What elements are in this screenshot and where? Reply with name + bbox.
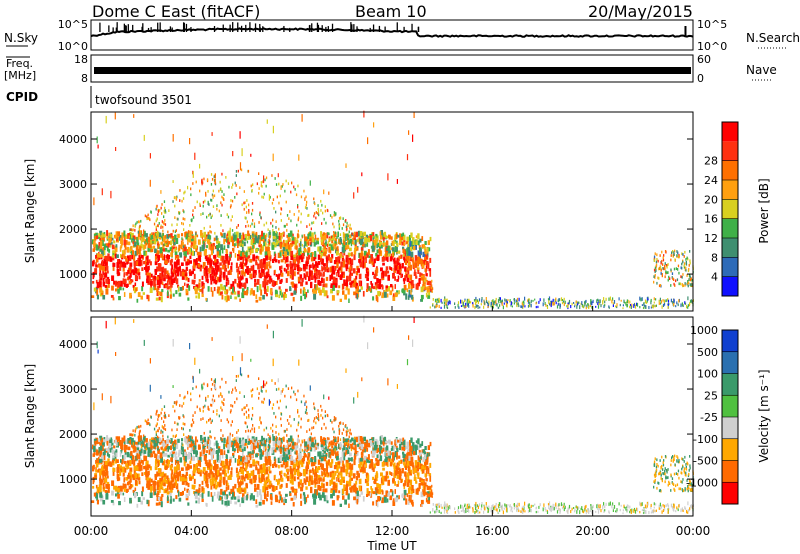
velocity-colorbar-label: Velocity [m s⁻¹]	[757, 369, 771, 462]
colorbar-tick-label: 24	[704, 174, 718, 187]
freq-label: Freq.	[6, 57, 33, 70]
colorbar-tick-label: 4	[711, 271, 718, 284]
freq-tick-bottom: 8	[81, 72, 88, 85]
cpid-value: twofsound 3501	[95, 93, 192, 107]
y-tick-label: 2000	[59, 428, 87, 441]
colorbar-segment	[722, 395, 738, 417]
nsearch-label: N.Search	[746, 31, 800, 45]
y-tick-label: 2000	[59, 223, 87, 236]
colorbar-tick-label: -500	[693, 455, 718, 468]
velocity-y-axis: 1000 2000 3000 4000	[59, 338, 693, 486]
beam-title: Beam 10	[355, 2, 427, 21]
freq-unit-label: [MHz]	[4, 69, 36, 82]
station-title: Dome C East (fitACF)	[92, 2, 260, 21]
colorbar-segment	[722, 373, 738, 396]
colorbar-tick-label: -1000	[686, 476, 718, 489]
x-tick-label: 12:00	[375, 524, 410, 538]
colorbar-segment	[722, 351, 738, 374]
power-colorbar-label: Power [dB]	[757, 178, 771, 243]
colorbar-segment	[722, 482, 738, 504]
y-tick-label: 1000	[59, 268, 87, 281]
colorbar-tick-label: 1000	[690, 324, 718, 337]
x-tick-label: 00:00	[74, 524, 109, 538]
y-tick-label: 3000	[59, 178, 87, 191]
colorbar-segment	[722, 438, 738, 461]
y-tick-label: 3000	[59, 383, 87, 396]
power-colorbar: 4 8 12 16 20 24 28	[704, 121, 739, 297]
colorbar-segment	[722, 276, 738, 296]
cpid-label: CPID	[6, 90, 38, 104]
noise-sky-trace	[90, 22, 694, 38]
power-y-label: Slant Range [km]	[23, 159, 37, 263]
x-tick-label: 04:00	[174, 524, 209, 538]
y-tick-label: 1000	[59, 473, 87, 486]
colorbar-tick-label: -25	[700, 411, 718, 424]
colorbar-tick-label: 12	[704, 232, 718, 245]
colorbar-segment	[722, 218, 738, 238]
nave-label: Nave	[746, 63, 777, 77]
freq-trace	[94, 67, 691, 74]
colorbar-tick-label: 100	[697, 368, 718, 381]
noise-left-tick-top: 10^5	[58, 18, 88, 31]
x-tick-label: 20:00	[575, 524, 610, 538]
colorbar-segment	[722, 141, 738, 161]
colorbar-segment	[722, 257, 738, 277]
colorbar-tick-label: 28	[704, 155, 718, 168]
freq-tick-top: 18	[74, 53, 88, 66]
x-tick-label: 16:00	[475, 524, 510, 538]
colorbar-segment	[722, 160, 738, 180]
noise-left-tick-bottom: 10^0	[58, 40, 88, 53]
power-y-axis: 1000 2000 3000 4000	[59, 133, 693, 281]
colorbar-tick-label: 8	[711, 251, 718, 264]
colorbar-segment	[722, 122, 738, 142]
nave-tick-bottom: 0	[697, 72, 704, 85]
noise-right-tick-top: 10^5	[697, 18, 727, 31]
x-axis-label: Time UT	[366, 539, 417, 553]
y-tick-label: 4000	[59, 133, 87, 146]
x-tick-label: 00:00	[676, 524, 711, 538]
power-panel: 1000 2000 3000 4000 Slant Range [km]	[23, 110, 694, 312]
nsky-label: N.Sky	[4, 31, 38, 45]
colorbar-tick-label: 20	[704, 193, 718, 206]
power-scatter	[91, 110, 694, 310]
colorbar-segment	[722, 238, 738, 258]
velocity-y-label: Slant Range [km]	[23, 364, 37, 468]
colorbar-tick-label: 16	[704, 213, 718, 226]
x-tick-label: 08:00	[274, 524, 309, 538]
nave-tick-top: 60	[697, 53, 711, 66]
colorbar-tick-label: 500	[697, 346, 718, 359]
colorbar-segment	[722, 330, 738, 352]
colorbar-segment	[722, 460, 738, 483]
velocity-colorbar: -1000 -500 -100 -25 25 100 500 1000	[686, 324, 739, 505]
time-x-axis: 00:00 04:00 08:00 12:00 16:00 20:00 00:00	[74, 306, 711, 538]
colorbar-tick-label: -100	[693, 433, 718, 446]
y-tick-label: 4000	[59, 338, 87, 351]
noise-right-tick-bottom: 10^0	[697, 40, 727, 53]
noise-panel: 10^5 10^0 10^5 10^0	[58, 18, 727, 53]
date-title: 20/May/2015	[588, 2, 693, 21]
colorbar-segment	[722, 417, 738, 439]
colorbar-segment	[722, 199, 738, 219]
velocity-scatter	[91, 315, 694, 515]
colorbar-tick-label: 25	[704, 389, 718, 402]
colorbar-segment	[722, 180, 738, 200]
freq-panel: 18 8 60 0	[74, 53, 711, 85]
